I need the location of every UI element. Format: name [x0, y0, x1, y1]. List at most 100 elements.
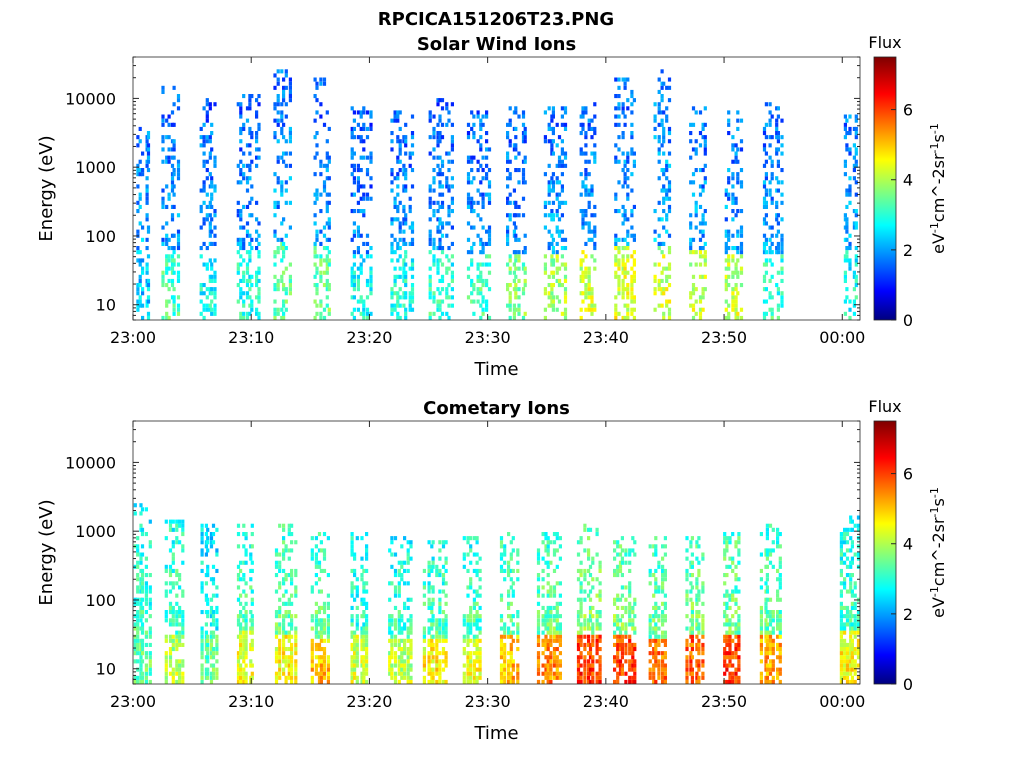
heatmap-cell	[350, 192, 354, 197]
heatmap-cell	[239, 311, 243, 316]
heatmap-cell	[406, 651, 410, 656]
heatmap-cell	[178, 523, 182, 528]
heatmap-cell	[734, 585, 738, 590]
heatmap-cell	[736, 180, 740, 185]
heatmap-cell	[503, 568, 507, 573]
heatmap-cell	[588, 605, 593, 610]
heatmap-cell	[360, 564, 364, 569]
heatmap-cell	[514, 291, 518, 296]
heatmap-cell	[734, 564, 738, 569]
heatmap-cell	[244, 552, 248, 557]
heatmap-cell	[470, 246, 474, 251]
heatmap-cell	[614, 155, 618, 160]
heatmap-cell	[326, 655, 330, 660]
heatmap-cell	[430, 651, 434, 656]
heatmap-cell	[402, 163, 406, 168]
heatmap-cell	[476, 274, 480, 279]
heatmap-cell	[242, 679, 246, 684]
heatmap-cell	[427, 638, 431, 643]
heatmap-cell	[319, 311, 323, 316]
heatmap-cell	[657, 159, 661, 164]
heatmap-cell	[242, 176, 246, 181]
heatmap-cell	[450, 303, 454, 308]
heatmap-cell	[728, 593, 732, 598]
heatmap-cell	[365, 622, 369, 627]
heatmap-cell	[317, 610, 322, 615]
heatmap-cell	[590, 303, 594, 308]
heatmap-cell	[167, 266, 171, 271]
heatmap-cell	[626, 168, 630, 173]
heatmap-cell	[327, 225, 331, 230]
heatmap-cell	[723, 548, 727, 553]
heatmap-cell	[390, 667, 394, 672]
heatmap-cell	[276, 176, 280, 181]
heatmap-cell	[319, 540, 323, 545]
heatmap-cell	[660, 69, 664, 74]
heatmap-cell	[393, 200, 397, 205]
heatmap-cell	[487, 225, 492, 230]
heatmap-cell	[444, 634, 448, 639]
heatmap-cell	[725, 630, 729, 635]
heatmap-cell	[400, 626, 404, 631]
heatmap-cell	[314, 610, 318, 615]
heatmap-cell	[356, 287, 360, 292]
heatmap-cell	[397, 667, 401, 672]
heatmap-cell	[390, 291, 394, 296]
heatmap-cell	[441, 626, 446, 631]
heatmap-cell	[662, 172, 666, 177]
heatmap-cell	[587, 291, 591, 296]
heatmap-cell	[390, 180, 394, 185]
heatmap-cell	[290, 663, 294, 668]
heatmap-cell	[202, 122, 206, 127]
heatmap-cell	[447, 213, 451, 218]
heatmap-cell	[245, 295, 250, 300]
heatmap-cell	[171, 642, 175, 647]
heatmap-cell	[161, 315, 165, 320]
heatmap-cell	[547, 246, 551, 251]
heatmap-cell	[136, 287, 140, 292]
heatmap-cell	[215, 626, 219, 631]
heatmap-cell	[780, 151, 784, 156]
heatmap-cell	[667, 274, 672, 279]
heatmap-cell	[178, 585, 182, 590]
heatmap-cell	[523, 270, 527, 275]
heatmap-cell	[630, 209, 634, 214]
heatmap-cell	[400, 577, 404, 582]
heatmap-cell	[450, 295, 454, 300]
heatmap-cell	[689, 122, 693, 127]
heatmap-cell	[365, 618, 369, 623]
heatmap-cell	[662, 200, 666, 205]
heatmap-cell	[734, 151, 738, 156]
heatmap-cell	[325, 192, 329, 197]
heatmap-cell	[560, 200, 564, 205]
heatmap-cell	[206, 675, 210, 680]
heatmap-cell	[170, 180, 175, 185]
heatmap-cell	[737, 679, 741, 684]
heatmap-cell	[294, 634, 298, 639]
heatmap-cell	[355, 614, 359, 619]
heatmap-cell	[689, 262, 693, 267]
heatmap-cell	[618, 626, 623, 631]
heatmap-cell	[365, 311, 370, 316]
heatmap-cell	[145, 196, 149, 201]
heatmap-cell	[691, 250, 696, 255]
heatmap-cell	[172, 155, 176, 160]
heatmap-cell	[506, 159, 510, 164]
heatmap-cell	[365, 642, 369, 647]
heatmap-cell	[236, 250, 240, 255]
heatmap-cell	[369, 254, 373, 259]
heatmap-cell	[427, 626, 431, 631]
heatmap-cell	[551, 258, 555, 263]
heatmap-cell	[172, 311, 176, 316]
heatmap-cell	[628, 568, 632, 573]
heatmap-cell	[319, 618, 323, 623]
heatmap-cell	[396, 139, 400, 144]
heatmap-cell	[178, 659, 182, 664]
heatmap-cell	[624, 659, 628, 664]
heatmap-cell	[739, 283, 744, 288]
heatmap-cell	[590, 299, 594, 304]
heatmap-cell	[181, 560, 185, 565]
heatmap-cell	[633, 667, 637, 672]
heatmap-cell	[581, 106, 585, 111]
heatmap-cell	[727, 311, 731, 316]
